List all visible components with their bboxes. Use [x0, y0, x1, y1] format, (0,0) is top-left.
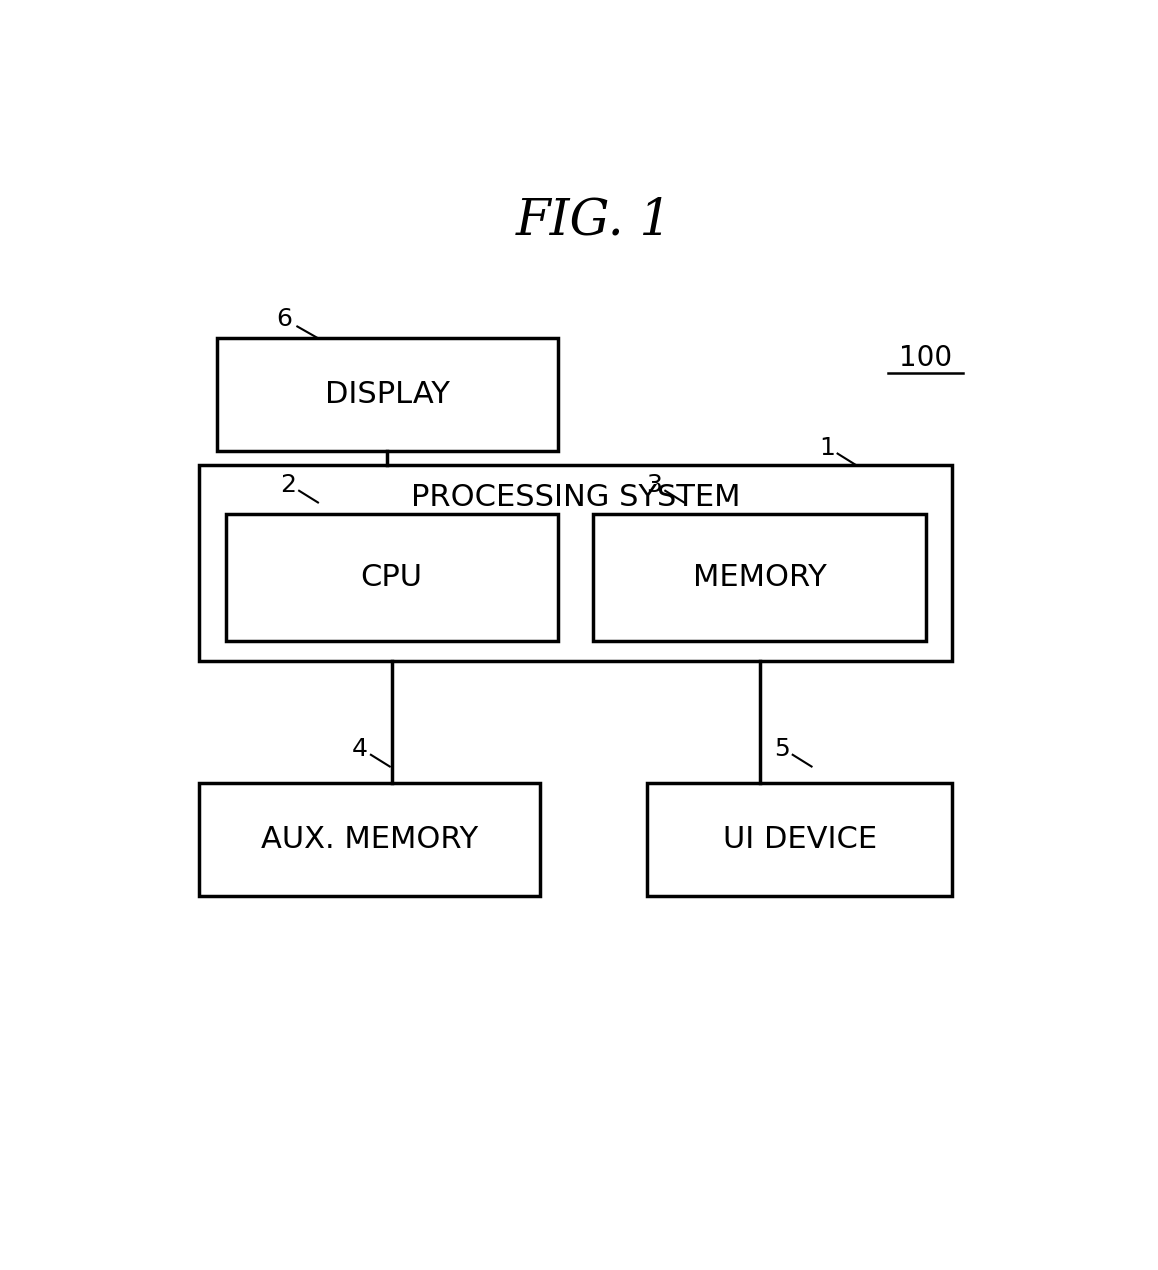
Bar — [226, 514, 558, 641]
Text: DISPLAY: DISPLAY — [324, 380, 449, 409]
Bar — [647, 784, 953, 895]
Text: 3: 3 — [646, 472, 662, 497]
Bar — [199, 465, 952, 660]
Text: FIG. 1: FIG. 1 — [515, 196, 672, 245]
Bar — [217, 338, 558, 451]
Text: PROCESSING SYSTEM: PROCESSING SYSTEM — [411, 483, 740, 512]
Text: UI DEVICE: UI DEVICE — [723, 826, 877, 853]
Text: AUX. MEMORY: AUX. MEMORY — [261, 826, 477, 853]
Text: 1: 1 — [819, 436, 835, 460]
Bar — [593, 514, 925, 641]
Text: 6: 6 — [276, 306, 292, 330]
Text: CPU: CPU — [360, 564, 423, 592]
Text: 4: 4 — [352, 737, 368, 761]
Text: 5: 5 — [774, 737, 790, 761]
Text: MEMORY: MEMORY — [692, 564, 827, 592]
Text: 2: 2 — [280, 472, 296, 497]
Text: 100: 100 — [899, 344, 952, 372]
Bar — [199, 784, 540, 895]
